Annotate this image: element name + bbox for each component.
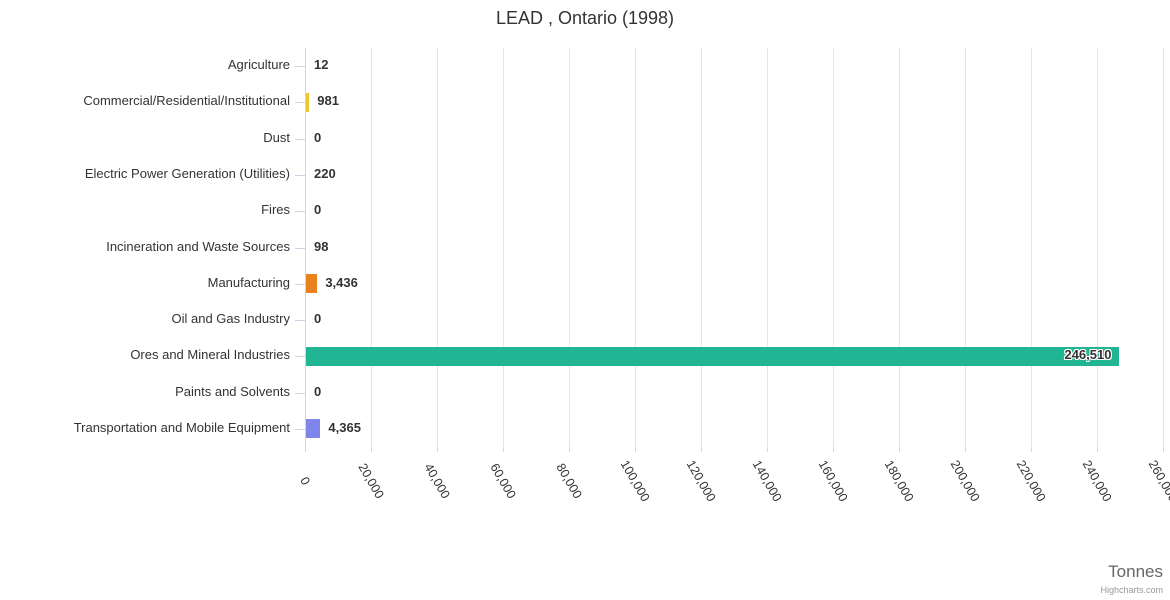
category-axis-tick [295,320,305,322]
value-label: 0 [314,311,322,327]
x-tick-label: 60,000 [487,460,519,502]
value-label: 0 [314,202,322,218]
gridline [833,48,834,447]
x-axis-tick [1097,447,1098,452]
x-axis-tick [899,447,900,452]
x-tick-label: 20,000 [355,460,387,502]
x-tick-label: 160,000 [815,457,851,505]
gridline [437,48,438,447]
x-tick-label: 180,000 [881,457,917,505]
x-axis-tick [635,447,636,452]
gridline [701,48,702,447]
x-tick-label: 140,000 [749,457,785,505]
category-axis-tick [295,174,305,176]
x-tick-label: 100,000 [617,457,653,505]
value-label: 98 [314,238,329,254]
x-axis-tick [437,447,438,452]
category-label: Commercial/Residential/Institutional [83,93,290,109]
category-axis-tick [295,211,305,213]
category-label: Transportation and Mobile Equipment [73,419,290,435]
x-axis-tick [1163,447,1164,452]
x-tick-label: 80,000 [553,460,585,502]
x-axis-tick [503,447,504,452]
category-label: Oil and Gas Industry [171,311,291,327]
category-label: Ores and Mineral Industries [130,347,290,363]
gridline [371,48,372,447]
bar[interactable] [306,274,318,294]
bar[interactable] [306,419,321,439]
value-label: 981 [317,93,339,109]
gridline [569,48,570,447]
highcharts-credit-link[interactable]: Highcharts.com [1100,585,1163,595]
category-axis-tick [295,283,305,285]
category-label: Manufacturing [207,274,290,290]
category-axis-tick [295,356,305,358]
gridline [635,48,636,447]
value-label: 3,436 [325,274,358,290]
category-axis-tick [295,66,305,68]
value-label: 12 [314,57,329,73]
value-label: 246,510 [1064,347,1112,363]
value-label: 220 [314,165,336,181]
gridline [1163,48,1164,447]
x-axis-tick [701,447,702,452]
gridline [1097,48,1098,447]
x-tick-label: 260,000 [1145,457,1170,505]
bar[interactable] [306,346,1120,366]
category-axis-tick [295,138,305,140]
category-axis-tick [295,428,305,430]
x-tick-label: 0 [297,474,313,488]
category-label: Electric Power Generation (Utilities) [84,165,290,181]
x-tick-label: 120,000 [683,457,719,505]
x-tick-label: 220,000 [1013,457,1049,505]
x-axis-tick [569,447,570,452]
x-tick-label: 40,000 [421,460,453,502]
gridline [503,48,504,447]
category-label: Dust [263,129,290,145]
category-axis-tick [295,247,305,249]
x-axis-tick [767,447,768,452]
category-label: Fires [261,202,290,218]
x-axis-tick [833,447,834,452]
x-axis-tick [1031,447,1032,452]
category-axis-tick [295,102,305,104]
category-label: Agriculture [227,57,290,73]
x-axis-tick [305,447,306,452]
value-axis-title: Tonnes [1108,562,1163,581]
category-axis-line [305,48,306,447]
value-label: 4,365 [328,419,361,435]
gridline [1031,48,1032,447]
x-tick-label: 200,000 [947,457,983,505]
value-label: 0 [314,129,322,145]
gridline [899,48,900,447]
gridline [767,48,768,447]
category-axis-tick [295,392,305,394]
x-tick-label: 240,000 [1079,457,1115,505]
chart-title: LEAD , Ontario (1998) [495,8,675,28]
x-axis-tick [965,447,966,452]
category-label: Paints and Solvents [175,383,290,399]
bar[interactable] [306,92,310,112]
gridline [965,48,966,447]
value-label: 0 [314,383,322,399]
x-axis-tick [371,447,372,452]
category-label: Incineration and Waste Sources [106,238,290,254]
